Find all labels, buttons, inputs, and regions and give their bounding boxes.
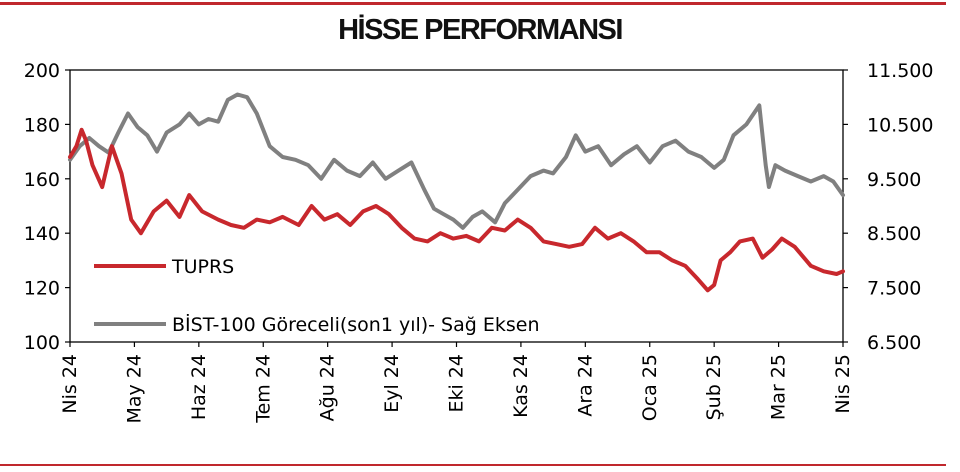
x-tick-label: Tem 24 xyxy=(252,354,274,424)
left-tick-label: 120 xyxy=(24,278,60,300)
series-line-1 xyxy=(68,92,845,230)
x-tick-label: May 24 xyxy=(123,354,145,424)
x-tick-label: Şub 25 xyxy=(703,354,725,420)
right-tick-label: 6.500 xyxy=(867,332,921,354)
right-tick-label: 8.500 xyxy=(867,223,921,245)
right-tick-label: 11.500 xyxy=(867,60,933,82)
left-axis-ticks: 100 120 140 160 180 200 xyxy=(24,60,70,354)
left-tick-label: 180 xyxy=(24,114,60,136)
legend-label: TUPRS xyxy=(171,256,234,278)
right-axis-ticks: 6.500 7.500 8.500 9.500 10.500 11.500 xyxy=(843,60,933,354)
x-tick-label: Ağu 24 xyxy=(317,354,339,421)
x-tick-label: Nis 24 xyxy=(59,354,81,414)
x-tick-label: Kas 24 xyxy=(510,354,532,418)
x-tick-label: Eki 24 xyxy=(446,354,468,413)
series-line-0 xyxy=(68,127,845,293)
chart-title: HİSSE PERFORMANSI xyxy=(338,14,623,46)
x-tick-label: Nis 25 xyxy=(832,354,854,414)
x-tick-label: Ara 24 xyxy=(574,354,596,417)
right-tick-label: 10.500 xyxy=(867,114,933,136)
bottom-rule xyxy=(0,464,946,466)
left-tick-label: 200 xyxy=(24,60,60,82)
x-tick-label: Eyl 24 xyxy=(381,354,403,413)
left-tick-label: 160 xyxy=(24,169,60,191)
x-tick-label: Mar 25 xyxy=(768,354,790,420)
x-axis-ticks: Nis 24 May 24 Haz 24 Tem 24 Ağu 24 Eyl 24 Eki … xyxy=(59,342,854,424)
x-tick-label: Oca 25 xyxy=(639,354,661,421)
x-tick-label: Haz 24 xyxy=(188,354,210,420)
right-tick-label: 7.500 xyxy=(867,278,921,300)
legend-label: BİST-100 Göreceli(son1 yıl)- Sağ Eksen xyxy=(172,313,540,336)
left-tick-label: 100 xyxy=(24,332,60,354)
series-layer xyxy=(68,92,845,293)
legend: TUPRS BİST-100 Göreceli(son1 yıl)- Sağ Ek… xyxy=(94,256,540,336)
top-rule xyxy=(0,2,946,5)
right-tick-label: 9.500 xyxy=(867,169,921,191)
left-tick-label: 140 xyxy=(24,223,60,245)
